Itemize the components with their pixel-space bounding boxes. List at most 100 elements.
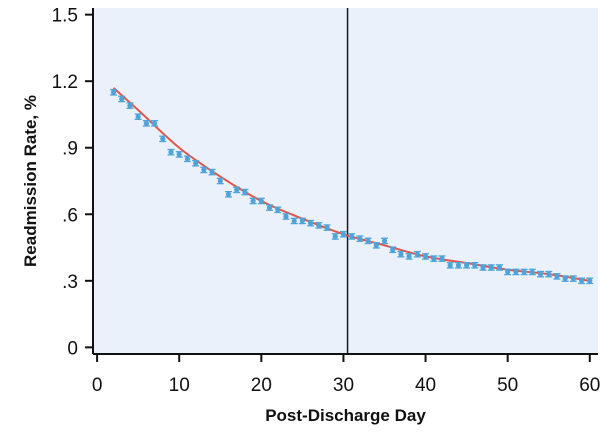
point-marker — [168, 149, 174, 155]
data-point — [339, 230, 347, 238]
data-point — [249, 197, 257, 205]
data-point — [463, 261, 471, 269]
point-marker — [143, 120, 149, 126]
data-point — [142, 120, 150, 127]
point-marker — [283, 213, 289, 220]
point-marker — [316, 222, 322, 228]
data-point — [537, 270, 545, 278]
data-point — [315, 222, 323, 229]
data-point — [430, 255, 438, 262]
data-point — [454, 261, 462, 269]
point-marker — [234, 187, 240, 193]
point-marker — [439, 256, 445, 262]
data-point — [413, 250, 421, 258]
data-point — [372, 242, 380, 249]
point-marker — [184, 156, 191, 162]
point-marker — [373, 242, 379, 248]
data-point — [216, 177, 224, 185]
y-tick-label: 1.5 — [52, 6, 78, 27]
data-point — [553, 273, 561, 280]
data-point — [397, 250, 405, 258]
point-marker — [381, 238, 388, 244]
data-point — [208, 168, 216, 176]
data-point — [569, 275, 577, 282]
x-tick-label: 10 — [169, 375, 190, 396]
point-marker — [422, 253, 429, 260]
point-marker — [578, 278, 585, 284]
data-point — [224, 190, 232, 198]
point-marker — [308, 220, 314, 226]
point-marker — [225, 191, 232, 197]
point-marker — [455, 262, 462, 268]
y-axis-title: Readmission Rate, % — [21, 95, 40, 267]
point-marker — [554, 273, 560, 279]
data-point — [520, 268, 528, 276]
data-point — [479, 264, 487, 271]
data-point — [110, 88, 118, 96]
data-point — [167, 148, 175, 156]
data-point — [175, 151, 183, 158]
plot-background — [93, 8, 598, 354]
point-marker — [151, 120, 158, 126]
y-tick-label: 1.2 — [52, 72, 78, 93]
data-point — [422, 253, 430, 260]
y-tick-label: .9 — [62, 139, 78, 160]
data-point — [274, 206, 282, 214]
y-tick-label: 0 — [67, 338, 78, 359]
point-marker — [431, 256, 437, 262]
point-marker — [258, 198, 264, 204]
x-tick-label: 0 — [92, 375, 103, 396]
point-marker — [324, 224, 330, 231]
point-marker — [275, 207, 281, 213]
data-point — [192, 159, 200, 167]
x-tick-label: 50 — [497, 375, 518, 396]
point-marker — [587, 278, 593, 284]
x-tick-label: 30 — [333, 375, 354, 396]
data-point — [578, 277, 586, 285]
data-point — [528, 268, 536, 276]
point-marker — [349, 233, 355, 240]
point-marker — [250, 198, 256, 204]
data-point — [134, 113, 142, 120]
data-point — [118, 95, 126, 103]
data-point — [389, 246, 397, 254]
point-marker — [176, 151, 182, 157]
point-marker — [217, 178, 223, 184]
data-point — [356, 235, 364, 242]
point-marker — [546, 271, 552, 277]
data-point — [266, 204, 274, 211]
point-marker — [472, 262, 478, 268]
x-axis-title: Post-Discharge Day — [265, 406, 426, 425]
point-marker — [496, 264, 503, 271]
point-marker — [340, 231, 347, 237]
point-marker — [505, 269, 511, 275]
data-point — [257, 197, 265, 205]
point-marker — [537, 271, 544, 277]
y-tick-label: .6 — [62, 205, 78, 226]
data-point — [487, 264, 495, 271]
point-marker — [390, 247, 396, 253]
point-marker — [135, 114, 141, 120]
point-marker — [266, 205, 273, 211]
point-marker — [209, 169, 215, 175]
data-point — [348, 233, 356, 240]
point-marker — [127, 102, 133, 109]
data-point — [126, 102, 134, 109]
point-marker — [570, 275, 576, 282]
point-marker — [398, 251, 404, 257]
point-marker — [193, 160, 199, 166]
data-point — [323, 224, 331, 231]
point-marker — [365, 238, 371, 244]
data-point — [282, 213, 290, 220]
data-point — [364, 237, 372, 245]
data-point — [159, 135, 167, 143]
point-marker — [447, 262, 453, 268]
data-point — [446, 261, 454, 269]
x-tick-label: 40 — [415, 375, 436, 396]
data-point — [561, 275, 569, 282]
point-marker — [160, 136, 166, 142]
y-tick-label: .3 — [62, 272, 78, 293]
x-tick-label: 20 — [251, 375, 272, 396]
data-point — [545, 270, 553, 278]
data-point — [586, 277, 594, 285]
